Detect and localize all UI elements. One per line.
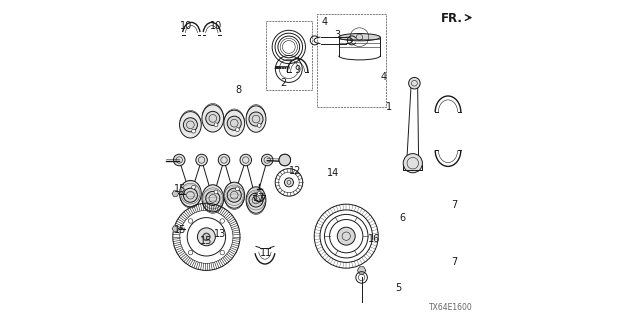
Circle shape (214, 190, 218, 194)
Circle shape (403, 154, 422, 173)
Ellipse shape (246, 187, 266, 213)
Ellipse shape (339, 34, 380, 41)
Text: 6: 6 (399, 212, 406, 223)
Ellipse shape (179, 180, 201, 207)
Text: 1: 1 (386, 102, 392, 112)
Text: 2: 2 (280, 78, 286, 88)
Ellipse shape (247, 190, 265, 210)
Text: 15: 15 (200, 236, 212, 246)
Circle shape (173, 154, 185, 166)
Circle shape (337, 227, 355, 245)
Circle shape (257, 124, 261, 127)
Ellipse shape (202, 185, 224, 212)
Circle shape (197, 228, 215, 246)
Polygon shape (172, 191, 179, 196)
Ellipse shape (203, 188, 223, 209)
Circle shape (220, 219, 225, 223)
Ellipse shape (225, 185, 244, 205)
Circle shape (236, 128, 239, 132)
Circle shape (236, 187, 239, 191)
Circle shape (188, 219, 193, 223)
Circle shape (279, 154, 291, 166)
Circle shape (214, 123, 218, 127)
Circle shape (249, 112, 263, 126)
Circle shape (192, 185, 196, 189)
Text: 4: 4 (322, 17, 328, 28)
Circle shape (227, 116, 241, 130)
Polygon shape (172, 226, 179, 232)
Circle shape (249, 193, 263, 207)
Ellipse shape (181, 183, 200, 204)
Text: TX64E1600: TX64E1600 (429, 303, 473, 312)
Circle shape (196, 154, 207, 166)
Text: 16: 16 (368, 234, 381, 244)
Ellipse shape (224, 110, 244, 136)
Circle shape (192, 129, 196, 133)
Text: 15: 15 (173, 225, 186, 236)
Circle shape (218, 154, 230, 166)
Text: 5: 5 (396, 283, 401, 293)
Text: 8: 8 (236, 84, 241, 95)
Text: 4: 4 (381, 72, 387, 82)
Ellipse shape (202, 105, 224, 132)
Text: FR.: FR. (442, 12, 463, 25)
Text: 7: 7 (451, 200, 458, 210)
Ellipse shape (179, 112, 201, 138)
Circle shape (240, 154, 252, 166)
Circle shape (184, 118, 197, 132)
Text: 10: 10 (210, 20, 222, 31)
Bar (317, 14, 385, 107)
Circle shape (262, 154, 273, 166)
Circle shape (220, 250, 225, 255)
Text: 14: 14 (327, 168, 340, 178)
Circle shape (206, 191, 220, 205)
Circle shape (279, 154, 291, 166)
Text: 7: 7 (451, 257, 458, 268)
Text: 10: 10 (180, 20, 193, 31)
Text: 12: 12 (289, 166, 301, 176)
Circle shape (257, 192, 261, 196)
Ellipse shape (224, 182, 244, 208)
Circle shape (188, 250, 193, 255)
Text: 3: 3 (335, 29, 340, 40)
Polygon shape (357, 267, 366, 274)
Circle shape (204, 234, 210, 240)
Ellipse shape (246, 106, 266, 132)
Text: 11: 11 (259, 248, 272, 258)
Text: 17: 17 (253, 193, 266, 204)
Circle shape (285, 178, 294, 187)
Text: 15: 15 (173, 184, 186, 195)
Text: 13: 13 (214, 228, 227, 239)
Circle shape (206, 111, 220, 125)
Text: 9: 9 (294, 65, 301, 75)
Circle shape (227, 188, 241, 202)
Bar (266, 21, 312, 90)
Circle shape (409, 77, 420, 89)
Circle shape (184, 188, 197, 202)
